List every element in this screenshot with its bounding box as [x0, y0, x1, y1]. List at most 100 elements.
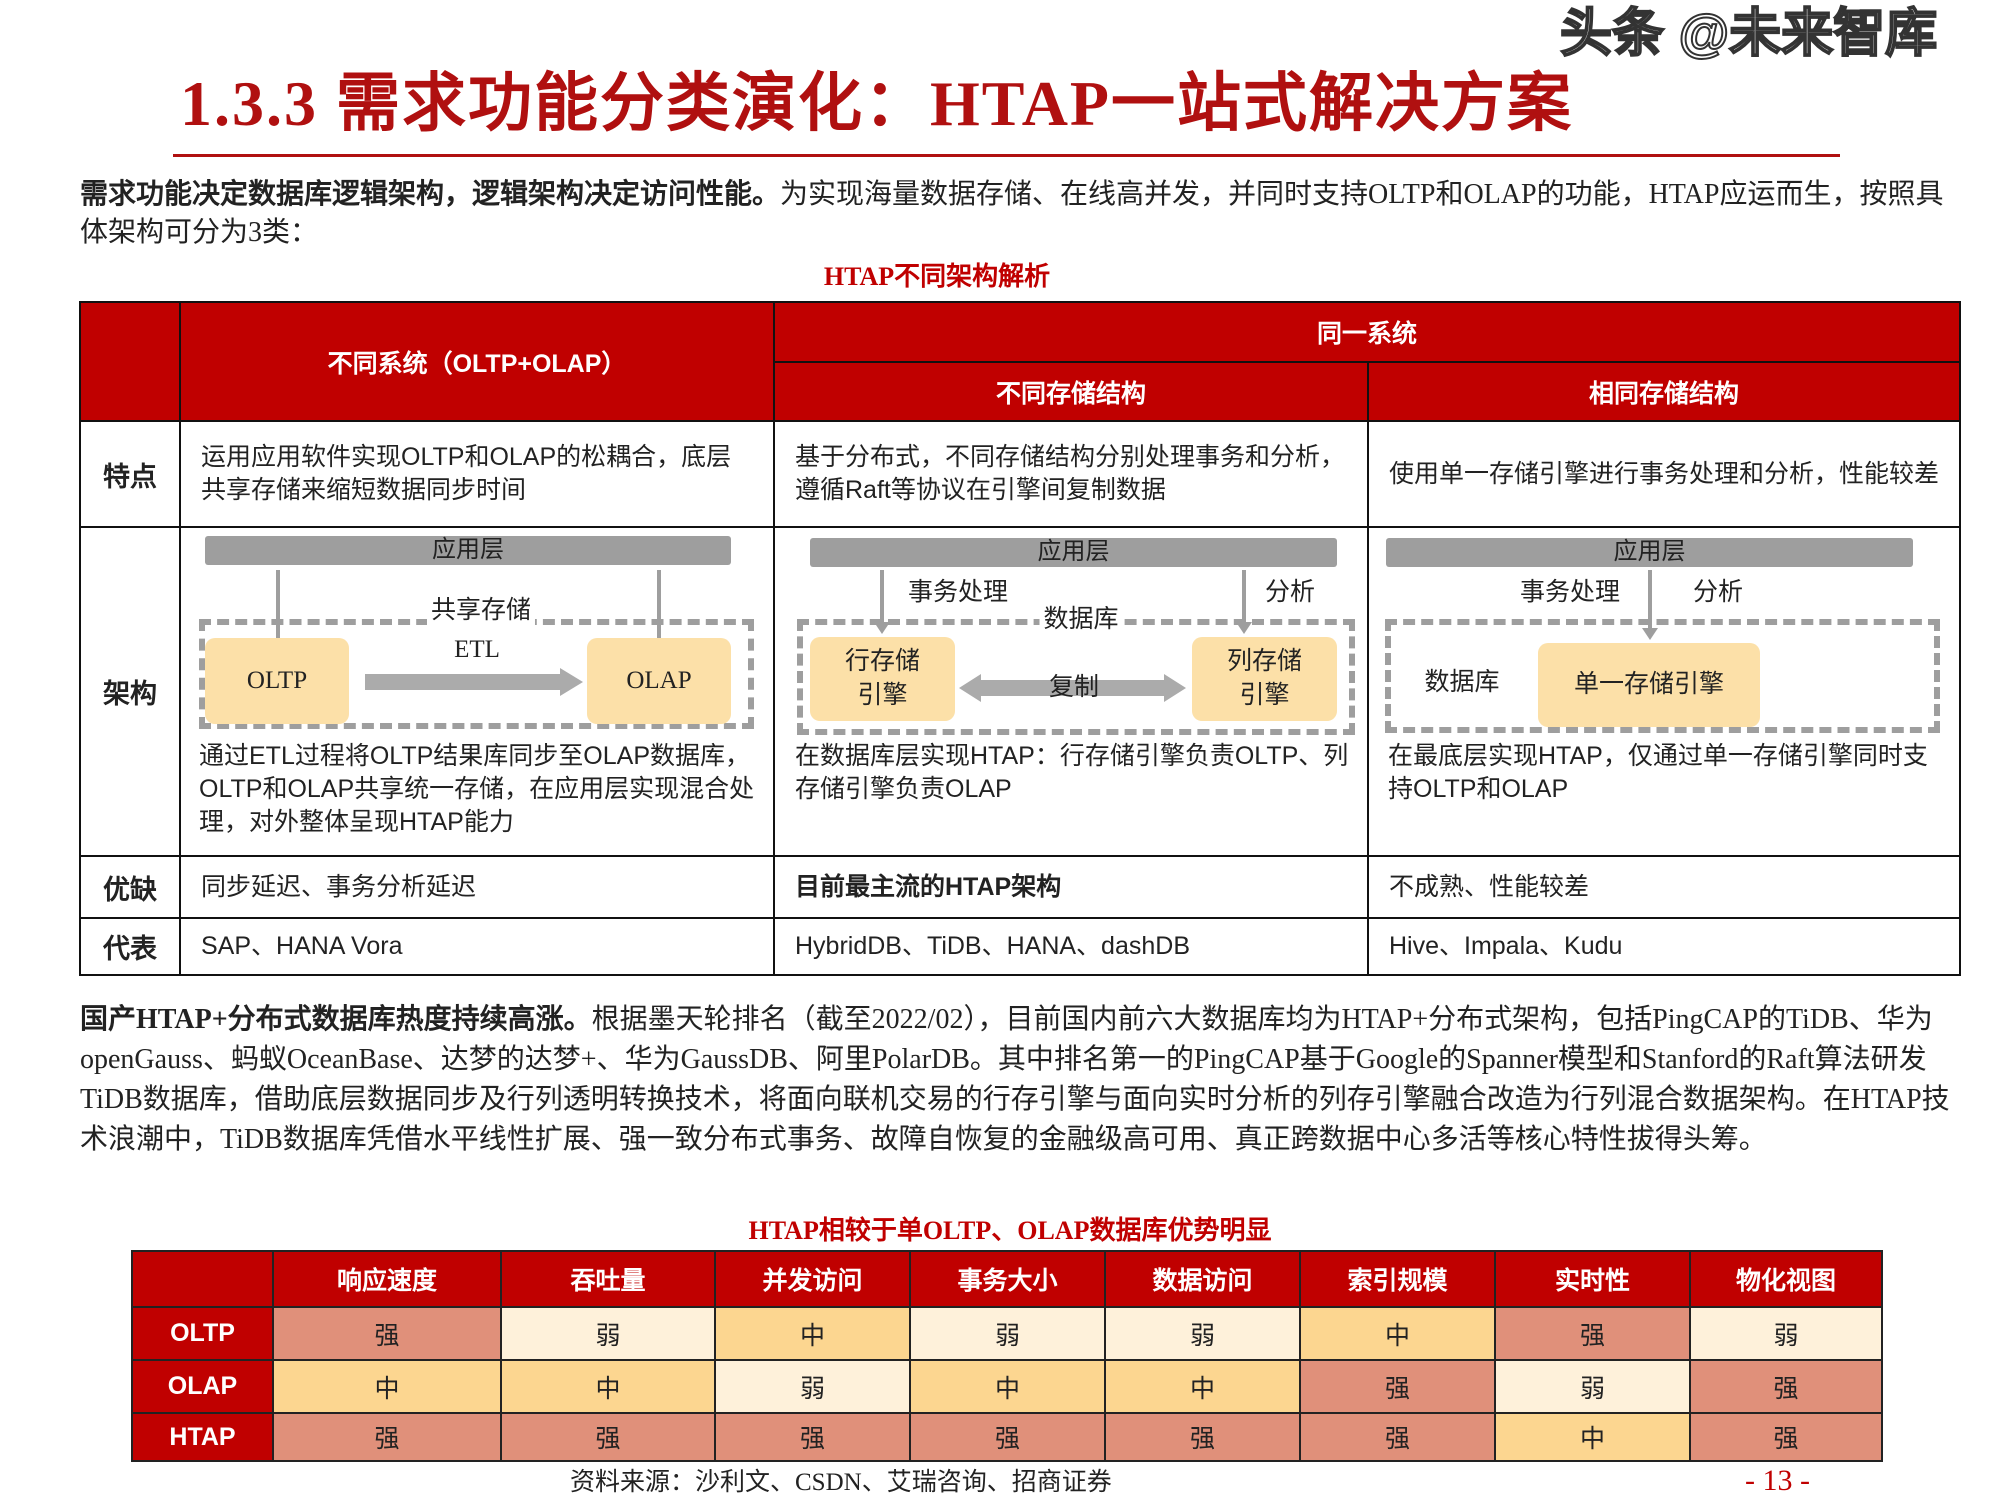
cell: 同步延迟、事务分析延迟	[179, 855, 775, 919]
level-cell: 强	[500, 1412, 716, 1462]
olap-box: OLAP	[587, 638, 731, 724]
replication-arrow-icon	[959, 674, 1186, 702]
level-cell: 弱	[714, 1359, 911, 1414]
app-layer-bar: 应用层	[810, 538, 1337, 567]
cell: 目前最主流的HTAP架构	[773, 855, 1369, 919]
htap-architecture-table: 不同系统（OLTP+OLAP） 同一系统 不同存储结构 相同存储结构 特点 运用应用软…	[79, 301, 1962, 976]
oltp-box: OLTP	[205, 638, 349, 724]
column-header: 响应速度	[272, 1250, 502, 1308]
etl-arrow-icon	[365, 668, 583, 696]
double-arrow-icon	[657, 570, 661, 638]
row-label-representatives: 代表	[79, 917, 181, 976]
intro-text: 为实现海量数据存储、在线高并发，并同时支持OLTP和OLAP的功能，HTAP应运…	[80, 179, 1944, 248]
page-title: 1.3.3 需求功能分类演化：HTAP一站式解决方案	[180, 68, 1574, 139]
level-cell: 强	[1494, 1306, 1691, 1361]
cell: 基于分布式，不同存储结构分别处理事务和分析，遵循Raft等协议在引擎间复制数据	[773, 420, 1369, 528]
level-cell: 中	[1104, 1359, 1301, 1414]
arrow-down-icon	[1642, 570, 1658, 640]
header-same-storage: 相同存储结构	[1366, 361, 1962, 422]
row-header: OLAP	[131, 1359, 274, 1414]
level-cell: 中	[714, 1306, 911, 1361]
source-note: 资料来源：沙利文、CSDN、艾瑞咨询、招商证券	[570, 1469, 1112, 1496]
column-header: 事务大小	[909, 1250, 1106, 1308]
app-layer-bar: 应用层	[1386, 538, 1913, 567]
intro-bold: 需求功能决定数据库逻辑架构，逻辑架构决定访问性能。	[80, 179, 781, 210]
cell: 使用单一存储引擎进行事务处理和分析，性能较差	[1366, 420, 1962, 528]
column-header: 吞吐量	[500, 1250, 716, 1308]
arrow-down-icon	[874, 570, 890, 634]
header-different-storage: 不同存储结构	[773, 361, 1369, 422]
level-cell: 中	[1299, 1306, 1496, 1361]
level-cell: 弱	[1494, 1359, 1691, 1414]
watermark: 头条 @未来智库	[1559, 4, 1938, 64]
etl-label: ETL	[454, 636, 500, 663]
para2-text: 根据墨天轮排名（截至2022/02），目前国内前六大数据库均为HTAP+分布式架…	[80, 1004, 1950, 1155]
single-storage-engine-box: 单一存储引擎	[1538, 643, 1760, 727]
table-row: OLTP 强弱中弱弱中强弱	[131, 1306, 1883, 1361]
shared-storage-label: 共享存储	[426, 596, 536, 626]
level-cell: 强	[909, 1412, 1106, 1462]
transaction-label: 事务处理	[1519, 579, 1621, 606]
row-label-features: 特点	[79, 420, 181, 528]
cell: 不成熟、性能较差	[1366, 855, 1962, 919]
column-header: 物化视图	[1689, 1250, 1883, 1308]
level-cell: 中	[909, 1359, 1106, 1414]
column-store-label: 列存储引擎	[1226, 648, 1302, 709]
database-label: 数据库	[1424, 669, 1500, 696]
column-header: 索引规模	[1299, 1250, 1496, 1308]
arch-desc: 在数据库层实现HTAP：行存储引擎负责OLTP、列存储引擎负责OLAP	[795, 742, 1349, 803]
row-header: OLTP	[131, 1306, 274, 1361]
table1-caption: HTAP不同架构解析	[823, 262, 1051, 291]
double-arrow-icon	[276, 570, 280, 638]
level-cell: 弱	[1104, 1306, 1301, 1361]
column-header: 数据访问	[1104, 1250, 1301, 1308]
row-store-label: 行存储引擎	[844, 648, 920, 709]
arch-desc: 在最底层实现HTAP，仅通过单一存储引擎同时支持OLTP和OLAP	[1388, 742, 1928, 803]
level-cell: 强	[272, 1412, 502, 1462]
header-different-systems: 不同系统（OLTP+OLAP）	[179, 301, 775, 422]
row-label-pros-cons: 优缺	[79, 855, 181, 919]
paragraph-domestic-htap: 国产HTAP+分布式数据库热度持续高涨。根据墨天轮排名（截至2022/02），目…	[80, 1000, 1960, 1160]
table-row: HTAP 强强强强强强中强	[131, 1412, 1883, 1462]
cell: 运用应用软件实现OLTP和OLAP的松耦合，底层共享存储来缩短数据同步时间	[179, 420, 775, 528]
row-store-engine-box: 行存储引擎	[810, 637, 955, 721]
level-cell: 中	[1494, 1412, 1691, 1462]
level-cell: 强	[1689, 1359, 1883, 1414]
replication-label: 复制	[1048, 674, 1100, 701]
level-cell: 强	[1689, 1412, 1883, 1462]
column-header: 实时性	[1494, 1250, 1691, 1308]
para2-bold: 国产HTAP+分布式数据库热度持续高涨。	[80, 1004, 592, 1035]
row-header: HTAP	[131, 1412, 274, 1462]
database-box	[1385, 619, 1940, 733]
transaction-label: 事务处理	[907, 579, 1009, 606]
level-cell: 中	[500, 1359, 716, 1414]
arrow-down-icon	[1236, 570, 1252, 634]
level-cell: 弱	[1689, 1306, 1883, 1361]
analysis-label: 分析	[1264, 579, 1316, 606]
level-cell: 强	[272, 1306, 502, 1361]
title-underline	[173, 154, 1840, 157]
cell: SAP、HANA Vora	[179, 917, 775, 976]
htap-comparison-table: 响应速度 吞吐量 并发访问 事务大小 数据访问 索引规模 实时性 物化视图 OLTP 强弱中弱弱…	[131, 1250, 1883, 1462]
table-row: OLAP 中中弱中中强弱强	[131, 1359, 1883, 1414]
level-cell: 弱	[909, 1306, 1106, 1361]
level-cell: 强	[1299, 1412, 1496, 1462]
database-label: 数据库	[1039, 605, 1123, 635]
column-header: 并发访问	[714, 1250, 911, 1308]
level-cell: 强	[1104, 1412, 1301, 1462]
table2-caption: HTAP相较于单OLTP、OLAP数据库优势明显	[748, 1216, 1272, 1245]
app-layer-bar: 应用层	[205, 536, 731, 565]
intro-paragraph: 需求功能决定数据库逻辑架构，逻辑架构决定访问性能。为实现海量数据存储、在线高并发…	[80, 176, 1960, 252]
level-cell: 强	[714, 1412, 911, 1462]
header-same-system: 同一系统	[772, 301, 1962, 363]
cell: Hive、Impala、Kudu	[1366, 917, 1962, 976]
level-cell: 强	[1299, 1359, 1496, 1414]
cell: HybridDB、TiDB、HANA、dashDB	[773, 917, 1369, 976]
column-store-engine-box: 列存储引擎	[1192, 637, 1337, 721]
analysis-label: 分析	[1692, 579, 1744, 606]
page-number: - 13 -	[1745, 1464, 1810, 1497]
corner-cell	[79, 301, 181, 422]
level-cell: 弱	[500, 1306, 716, 1361]
row-label-architecture: 架构	[79, 526, 181, 857]
arch-desc: 通过ETL过程将OLTP结果库同步至OLAP数据库，OLTP和OLAP共享统一存…	[199, 742, 755, 836]
